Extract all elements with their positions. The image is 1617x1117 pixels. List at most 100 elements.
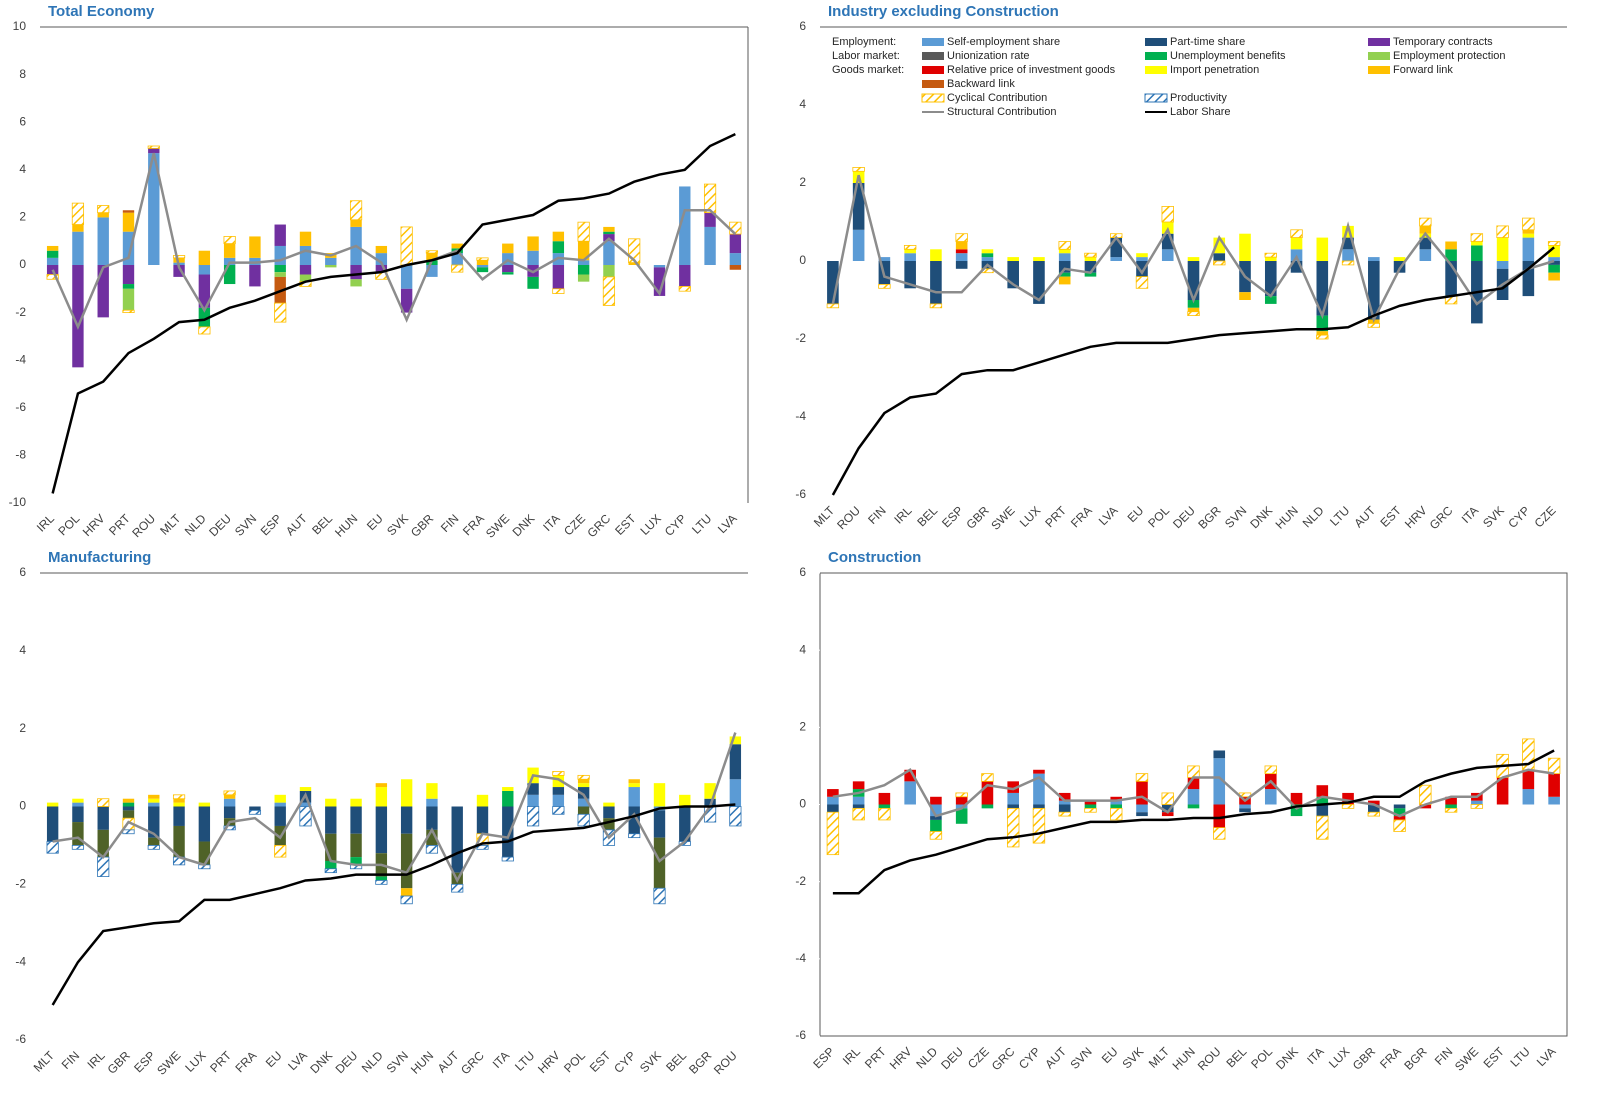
bar-segment: [1136, 261, 1148, 277]
x-tick-label: LUX: [1326, 1044, 1352, 1070]
x-tick-label: HUN: [1170, 1044, 1198, 1072]
bar-segment: [1058, 253, 1071, 261]
bar-segment: [46, 802, 59, 807]
bar-segment: [1213, 237, 1226, 254]
bar-segment: [451, 806, 463, 873]
legend-swatch: [921, 93, 945, 103]
bar-segment: [653, 887, 666, 905]
bar-segment: [1471, 241, 1483, 246]
legend-label: Forward link: [1393, 64, 1453, 76]
bar-segment: [577, 779, 590, 784]
x-tick-label: GRC: [458, 1048, 487, 1077]
bar-segment: [122, 810, 135, 819]
bar-segment: [628, 783, 640, 788]
bar-segment: [1470, 804, 1484, 809]
x-tick-label: DNK: [307, 1048, 335, 1076]
bar-segment: [552, 241, 565, 254]
x-tick-label: LTU: [1507, 1044, 1532, 1069]
bar-segment: [72, 802, 84, 807]
y-tick-label: 4: [799, 97, 806, 111]
bar-segment: [148, 802, 160, 807]
bar-segment: [1393, 804, 1406, 809]
bar-segment: [852, 166, 865, 172]
legend-label: Backward link: [947, 78, 1015, 90]
bar-segment: [426, 265, 438, 277]
bar-segment: [1161, 233, 1174, 250]
bar-segment: [1419, 237, 1432, 250]
bar-segment: [981, 253, 994, 258]
x-tick-label: SVK: [1119, 1044, 1146, 1071]
bar-segment: [400, 806, 413, 834]
bar-segment: [827, 261, 839, 304]
x-tick-label: HUN: [408, 1048, 436, 1076]
bar-segment: [400, 895, 413, 905]
bar-segment: [451, 883, 464, 893]
bar-segment: [852, 807, 865, 821]
bar-segment: [904, 261, 916, 289]
y-tick-label: 10: [13, 19, 27, 33]
x-tick-label: SVK: [637, 1048, 664, 1075]
x-tick-label: AUT: [1042, 1044, 1069, 1071]
bar-segment: [678, 286, 691, 292]
bar-segment: [852, 796, 865, 805]
y-tick-label: -2: [795, 331, 806, 345]
bar-segment: [1368, 800, 1380, 805]
bar-segment: [476, 265, 489, 268]
bar-segment: [1187, 300, 1200, 308]
bar-segment: [173, 806, 185, 826]
x-tick-label: SVK: [1480, 503, 1507, 530]
bar-segment: [400, 833, 413, 889]
bar-segment: [1496, 777, 1509, 805]
bar-segment: [72, 265, 84, 368]
bar-segment: [375, 783, 388, 788]
bar-segment: [1471, 245, 1483, 261]
bar-segment: [274, 794, 286, 803]
bar-segment: [299, 787, 312, 791]
bar-segment: [249, 265, 261, 287]
x-tick-label: ITA: [540, 511, 562, 533]
x-tick-label: SVN: [1067, 1044, 1094, 1071]
bar-segment: [1213, 750, 1226, 759]
bar-segment: [1445, 796, 1457, 805]
bar-segment: [1290, 792, 1303, 805]
bar-segment: [1316, 796, 1329, 805]
bar-segment: [299, 245, 312, 265]
bar-segment: [827, 789, 839, 797]
bar-segment: [173, 265, 185, 277]
bar-segment: [299, 802, 312, 807]
bar-segment: [71, 845, 85, 850]
bar-segment: [1393, 257, 1406, 261]
bar-segment: [878, 283, 891, 289]
bar-segment: [1187, 307, 1200, 312]
x-tick-label: ITA: [1304, 1044, 1326, 1066]
bar-segment: [930, 816, 942, 820]
bar-segment: [930, 819, 942, 832]
bar-segment: [527, 250, 539, 265]
bar-segment: [349, 200, 363, 221]
bar-segment: [603, 231, 615, 235]
bar-segment: [1522, 769, 1535, 790]
line-series: [832, 768, 1555, 818]
x-tick-label: FRA: [232, 1048, 259, 1075]
chart-title: Industry excluding Construction: [828, 3, 1059, 20]
x-tick-label: ROU: [1195, 1044, 1224, 1073]
bar-segment: [97, 798, 110, 807]
bar-segment: [1445, 261, 1457, 297]
x-tick-label: EST: [587, 1048, 614, 1075]
y-tick-label: 2: [19, 210, 26, 224]
bar-segment: [1341, 804, 1355, 809]
x-tick-label: NLD: [1300, 503, 1327, 530]
bar-segment: [425, 845, 439, 854]
x-tick-label: PRT: [106, 511, 133, 538]
bar-segment: [1213, 253, 1226, 261]
bar-segment: [1239, 233, 1251, 261]
bar-segment: [375, 265, 388, 273]
x-tick-label: EST: [1481, 1044, 1508, 1071]
bar-segment: [274, 265, 286, 273]
y-tick-label: 6: [19, 565, 26, 579]
y-tick-label: -6: [15, 400, 26, 414]
bar-segment: [1548, 261, 1560, 265]
x-tick-label: DEU: [333, 1048, 361, 1076]
bar-segment: [223, 265, 236, 285]
